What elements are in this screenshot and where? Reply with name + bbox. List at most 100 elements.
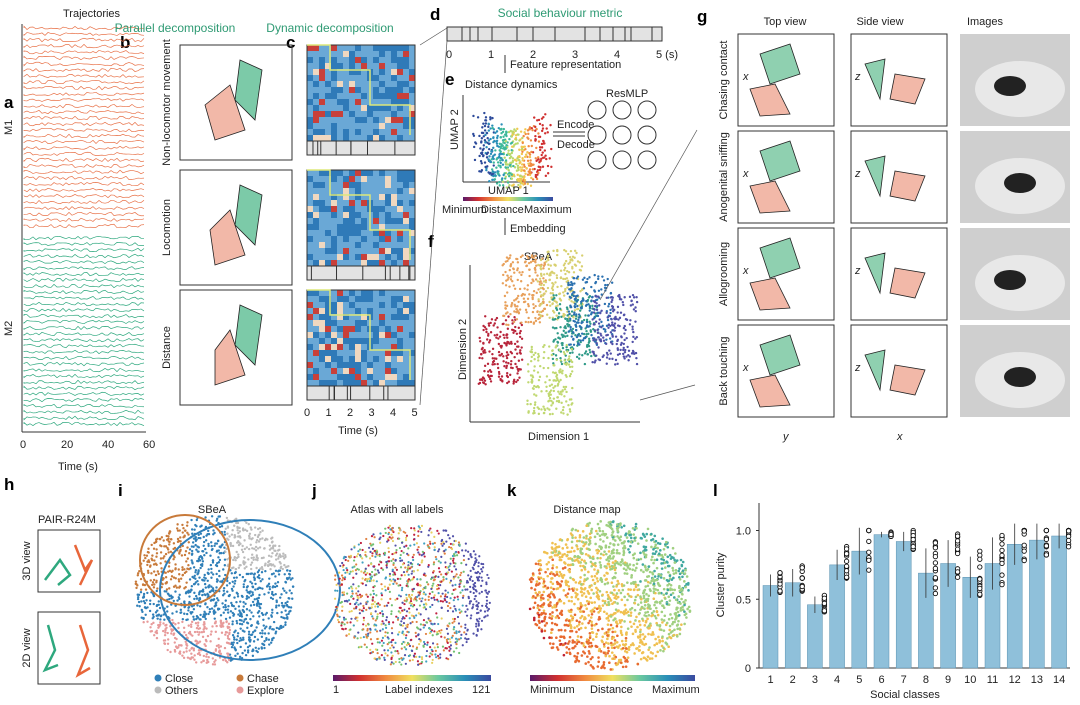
data-point <box>999 532 1005 539</box>
panel-i-title: SBeA <box>198 504 227 516</box>
data-point <box>1021 542 1027 548</box>
cbar-label: Distance <box>590 684 633 696</box>
panel-letter-f: f <box>428 232 434 251</box>
data-point <box>821 608 828 614</box>
x-tick: 10 <box>964 674 976 686</box>
axis-label: x <box>742 362 749 374</box>
data-point <box>799 565 805 571</box>
data-point <box>954 533 961 539</box>
data-point <box>999 560 1005 567</box>
connector-line <box>639 384 696 401</box>
data-point <box>799 575 805 581</box>
data-point <box>866 567 872 573</box>
x-tick: 2 <box>790 674 796 686</box>
trajectory-trace <box>23 139 145 145</box>
trajectory-trace <box>23 121 145 127</box>
legend-label: Chase <box>247 673 279 685</box>
cbar-max: Maximum <box>524 204 572 216</box>
trajectory-trace <box>23 343 145 349</box>
data-point <box>843 568 850 574</box>
trajectory-trace <box>23 91 145 97</box>
data-point <box>932 590 939 597</box>
data-point <box>932 585 939 591</box>
trajectory-trace <box>23 331 145 337</box>
data-point <box>977 585 983 592</box>
trajectory-trace <box>23 98 145 102</box>
trajectory-trace <box>23 289 145 294</box>
cbar-label: Label indexes <box>385 684 453 696</box>
panel-h-title: PAIR-R24M <box>38 514 96 526</box>
x-axis-label: Dimension 1 <box>528 431 589 443</box>
panel-d-title: Social behaviour metric <box>498 6 623 20</box>
colorbar <box>333 675 491 681</box>
panel-f-title: SBeA <box>524 251 553 263</box>
x-tick: 4 <box>834 674 840 686</box>
cbar-min: 1 <box>333 684 339 696</box>
trajectory-trace <box>23 235 145 241</box>
decode-label: Decode <box>557 139 595 151</box>
x-tick: 13 <box>1031 674 1043 686</box>
data-point <box>910 544 916 550</box>
side-view-box <box>850 227 948 321</box>
trajectory-trace <box>23 403 145 409</box>
time-tick: 0 <box>446 49 452 61</box>
trajectory-trace <box>23 307 145 312</box>
trajectory-trace <box>23 217 145 222</box>
top-view-box <box>737 324 835 418</box>
x-tick: 1 <box>326 407 332 419</box>
x-tick: 3 <box>369 407 375 419</box>
trajectory-trace <box>23 260 145 265</box>
panel-j-title: Atlas with all labels <box>351 504 444 516</box>
x-tick: 5 <box>856 674 862 686</box>
data-point <box>821 595 828 601</box>
trajectory-trace <box>23 242 145 246</box>
x-tick: 0 <box>20 439 26 451</box>
trajectory-trace <box>23 314 145 319</box>
side-view-box <box>850 130 948 224</box>
trajectory-trace <box>23 61 145 67</box>
trajectory-trace <box>23 325 145 330</box>
x-tick: 8 <box>923 674 929 686</box>
trajectory-trace <box>23 199 145 205</box>
axis-label: x <box>896 431 903 443</box>
trajectory-trace <box>23 25 145 30</box>
axis-label: y <box>782 431 790 443</box>
encode-label: Encode <box>557 119 594 131</box>
trajectory-trace <box>23 415 145 421</box>
data-point <box>999 547 1005 554</box>
data-point <box>1043 543 1050 549</box>
row-label: Anogenital sniffing <box>718 132 730 222</box>
data-point <box>977 576 983 582</box>
data-point <box>999 541 1005 547</box>
x-axis-label: Time (s) <box>338 425 378 437</box>
net-label: ResMLP <box>606 88 648 100</box>
mouse-shape <box>994 270 1026 290</box>
data-point <box>777 588 783 594</box>
segment-bar <box>306 265 416 281</box>
trajectory-trace <box>23 187 145 193</box>
skeleton-box <box>179 289 293 406</box>
x-tick: 11 <box>987 674 998 686</box>
column-header: Images <box>967 16 1004 28</box>
axis-label: z <box>854 265 861 277</box>
cbar-max: 121 <box>472 684 490 696</box>
mouse-shape <box>1004 173 1036 193</box>
panel-a-title: Trajectories <box>63 8 121 20</box>
panel-letter-k: k <box>507 481 517 500</box>
trajectory-trace <box>23 338 145 343</box>
trajectory-trace <box>23 181 145 187</box>
cbar-min: Minimum <box>442 204 487 216</box>
row-label: Non-locomotor movement <box>161 39 173 166</box>
trajectory-trace <box>23 103 145 109</box>
time-tick: 1 <box>488 49 494 61</box>
connector-line <box>419 27 448 46</box>
data-point <box>932 554 939 560</box>
data-point <box>932 560 939 566</box>
panel-e-title: Distance dynamics <box>465 79 558 91</box>
trajectory-trace <box>23 211 145 217</box>
trajectory-trace <box>23 169 145 175</box>
panel-c-title: Dynamic decomposition <box>266 21 393 35</box>
data-point <box>954 538 961 544</box>
data-point <box>910 536 916 543</box>
trajectory-trace <box>23 67 145 72</box>
